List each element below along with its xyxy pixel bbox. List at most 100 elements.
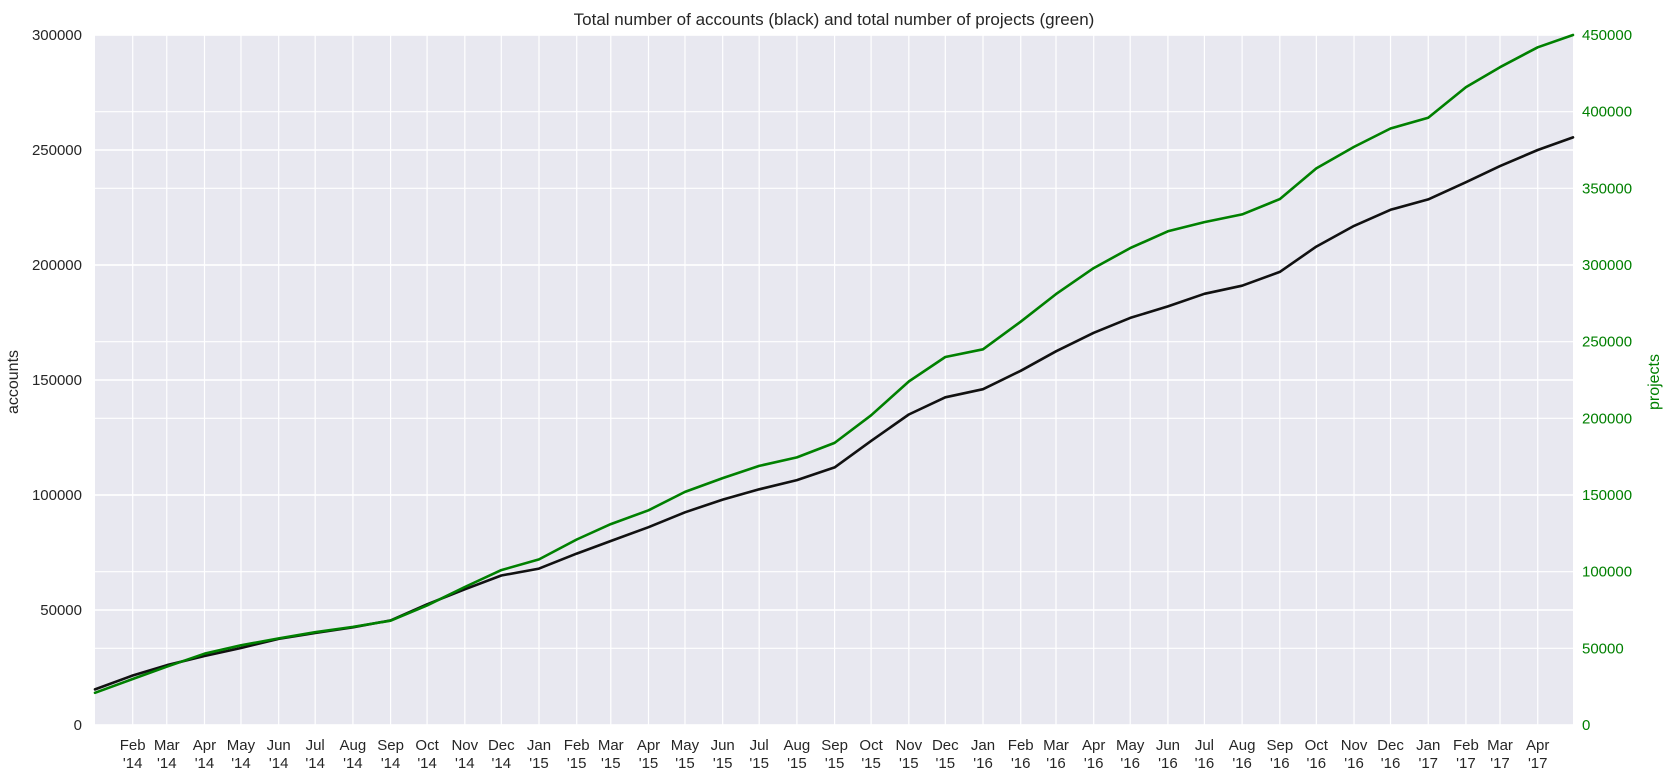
x-tick-label-year: '15 [899, 755, 919, 772]
x-tick-label-year: '14 [343, 755, 363, 772]
x-tick-label-year: '16 [1046, 755, 1066, 772]
x-tick-label-year: '15 [601, 755, 621, 772]
x-tick-label-month: Oct [859, 737, 883, 754]
x-tick-label-month: Sep [821, 737, 848, 754]
right-y-tick-label: 350000 [1582, 180, 1632, 197]
x-tick-label-year: '15 [861, 755, 881, 772]
x-tick-label-month: Dec [1377, 737, 1404, 754]
x-tick-label-year: '16 [1195, 755, 1215, 772]
x-tick-label-year: '14 [492, 755, 512, 772]
x-tick-label-year: '17 [1418, 755, 1438, 772]
x-tick-label-year: '16 [1158, 755, 1178, 772]
x-gridlines [132, 35, 1539, 725]
x-tick-label-month: Oct [1305, 737, 1329, 754]
x-tick-label-year: '14 [305, 755, 325, 772]
x-tick-label-year: '17 [1528, 755, 1548, 772]
x-tick-label-month: Jan [971, 737, 995, 754]
x-tick-label-year: '14 [269, 755, 289, 772]
right-y-tick-label: 300000 [1582, 257, 1632, 274]
x-tick-label-month: Jun [711, 737, 735, 754]
x-tick-label-year: '15 [529, 755, 549, 772]
x-tick-label-year: '15 [713, 755, 733, 772]
x-tick-label-month: Nov [451, 737, 478, 754]
x-tick-label-year: '16 [973, 755, 993, 772]
right-y-tick-label: 250000 [1582, 334, 1632, 351]
x-tick-label-year: '15 [825, 755, 845, 772]
x-tick-label-year: '14 [123, 755, 143, 772]
x-tick-label-month: Jan [527, 737, 551, 754]
x-tick-label-month: Jun [1156, 737, 1180, 754]
x-tick-label-month: Mar [1043, 737, 1069, 754]
x-tick-label-year: '15 [749, 755, 769, 772]
left-y-axis-label: accounts [5, 349, 22, 415]
right-y-tick-label: 100000 [1582, 564, 1632, 581]
x-tick-label-month: May [227, 737, 256, 754]
x-tick-label-month: Feb [120, 737, 146, 754]
x-tick-labels: Feb'14Mar'14Apr'14May'14Jun'14Jul'14Aug'… [120, 737, 1550, 772]
x-tick-label-year: '14 [455, 755, 475, 772]
right-y-tick-label: 450000 [1582, 27, 1632, 44]
x-tick-label-month: Nov [1341, 737, 1368, 754]
right-y-tick-label: 150000 [1582, 487, 1632, 504]
x-tick-label-month: Apr [637, 737, 660, 754]
x-tick-label-month: Aug [784, 737, 811, 754]
x-tick-label-month: Apr [1526, 737, 1549, 754]
x-tick-label-year: '16 [1120, 755, 1140, 772]
left-y-tick-label: 300000 [32, 27, 82, 44]
x-tick-label-month: Sep [1266, 737, 1293, 754]
x-tick-label-month: May [1116, 737, 1145, 754]
series-layer [93, 33, 1575, 695]
x-tick-label-month: Dec [488, 737, 515, 754]
x-tick-label-month: Feb [1008, 737, 1034, 754]
right-y-tick-labels: 0 50000 100000 150000 200000 250000 300000 3500… [1582, 27, 1632, 734]
x-tick-label-year: '14 [157, 755, 177, 772]
x-tick-label-month: Feb [564, 737, 590, 754]
left-y-tick-labels: 0 50000 100000 150000 200000 250000 300000 [32, 27, 82, 734]
x-tick-label-month: Jul [306, 737, 325, 754]
x-tick-label-year: '16 [1084, 755, 1104, 772]
x-tick-label-month: Aug [340, 737, 367, 754]
x-tick-label-month: Mar [154, 737, 180, 754]
x-tick-label-year: '14 [381, 755, 401, 772]
x-tick-label-year: '17 [1490, 755, 1510, 772]
left-y-tick-label: 200000 [32, 257, 82, 274]
left-y-tick-label: 100000 [32, 487, 82, 504]
x-tick-label-year: '15 [787, 755, 807, 772]
projects-line [93, 33, 1575, 695]
left-y-tick-label: 0 [74, 717, 82, 734]
x-tick-label-month: Nov [895, 737, 922, 754]
x-tick-label-month: Sep [377, 737, 404, 754]
x-tick-label-month: Aug [1229, 737, 1256, 754]
x-tick-label-month: Apr [1082, 737, 1105, 754]
right-y-tick-label: 400000 [1582, 104, 1632, 121]
x-tick-label-year: '14 [417, 755, 437, 772]
chart-title: Total number of accounts (black) and tot… [573, 10, 1095, 29]
x-tick-label-month: Mar [1487, 737, 1513, 754]
x-tick-label-year: '14 [231, 755, 251, 772]
x-tick-label-month: Feb [1453, 737, 1479, 754]
right-y-tick-label: 50000 [1582, 640, 1624, 657]
x-tick-label-month: Mar [598, 737, 624, 754]
x-tick-label-year: '16 [1011, 755, 1031, 772]
x-tick-label-year: '15 [567, 755, 587, 772]
right-y-axis-label: projects [1646, 353, 1663, 411]
x-tick-label-year: '16 [1344, 755, 1364, 772]
x-tick-label-year: '16 [1270, 755, 1290, 772]
left-y-tick-label: 150000 [32, 372, 82, 389]
x-tick-label-month: May [671, 737, 700, 754]
y-gridlines [95, 34, 1573, 726]
x-tick-label-year: '14 [195, 755, 215, 772]
x-tick-label-month: Jan [1416, 737, 1440, 754]
x-tick-label-month: Oct [415, 737, 439, 754]
x-tick-label-month: Jun [267, 737, 291, 754]
x-tick-label-month: Jul [1195, 737, 1214, 754]
right-y-tick-label: 0 [1582, 717, 1590, 734]
x-tick-label-year: '15 [639, 755, 659, 772]
left-y-tick-label: 50000 [40, 602, 82, 619]
x-tick-label-year: '17 [1456, 755, 1476, 772]
right-y-tick-label: 200000 [1582, 410, 1632, 427]
x-tick-label-year: '16 [1381, 755, 1401, 772]
x-tick-label-month: Jul [750, 737, 769, 754]
